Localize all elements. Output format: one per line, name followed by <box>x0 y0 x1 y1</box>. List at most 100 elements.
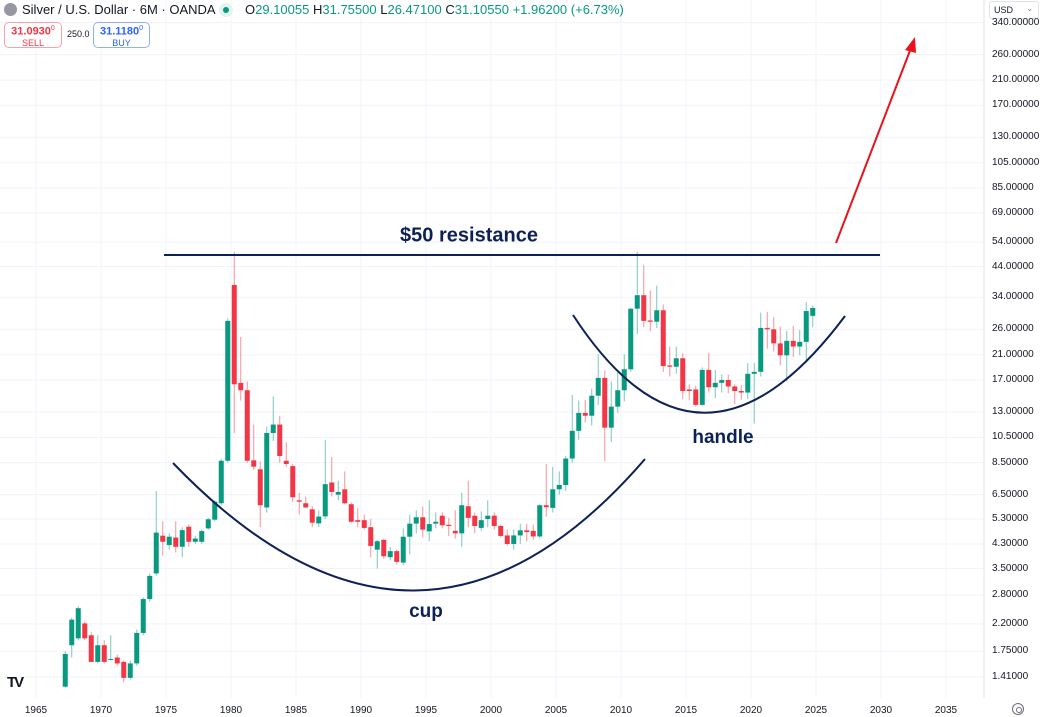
ohlc-readout: O29.10055 H31.75500 L26.47100 C31.10550 … <box>245 2 624 17</box>
candle-up <box>192 535 198 544</box>
candle-down <box>777 326 783 366</box>
candle-body <box>361 520 367 528</box>
candle-up <box>374 539 380 569</box>
candle-body <box>693 389 699 405</box>
candle-up <box>576 400 582 440</box>
x-tick-label: 2000 <box>479 705 503 716</box>
candle-body <box>439 515 445 526</box>
y-tick-label: 105.00000 <box>992 156 1040 168</box>
candle-body <box>88 635 94 662</box>
candle-body <box>563 458 569 485</box>
y-tick-label: 85.00000 <box>992 181 1034 193</box>
candle-down <box>277 415 283 463</box>
open-value: 29.10055 <box>255 2 310 17</box>
candle-up <box>316 510 322 528</box>
candle-body <box>797 341 803 347</box>
candle-up <box>719 374 725 393</box>
candle-up <box>556 471 562 495</box>
candle-body <box>108 658 114 660</box>
x-tick-label: 2035 <box>934 705 958 716</box>
candle-up <box>108 635 114 661</box>
candle-up <box>485 500 491 528</box>
candle-up <box>199 529 205 544</box>
y-tick-label: 44.00000 <box>992 260 1034 272</box>
candle-up <box>511 529 517 550</box>
candle-down <box>641 265 647 328</box>
candle-down <box>465 480 471 528</box>
candle-down <box>498 524 504 538</box>
sell-price-pip: 0 <box>50 25 55 32</box>
candle-up <box>322 439 328 520</box>
candle-body <box>543 505 549 508</box>
candle-body <box>511 535 517 544</box>
candle-up <box>550 466 556 513</box>
candle-body <box>472 515 478 526</box>
candle-down <box>738 385 744 400</box>
candle-down <box>244 381 250 463</box>
currency-dropdown[interactable]: USD ⌄ <box>989 1 1039 19</box>
candle-body <box>114 657 120 664</box>
candle-up <box>179 527 185 558</box>
candle-up <box>589 388 595 426</box>
candle-down <box>732 384 738 405</box>
candles <box>62 251 816 688</box>
candle-up <box>784 330 790 382</box>
candle-body <box>264 433 270 508</box>
candle-down <box>420 506 426 538</box>
candle-up <box>264 426 270 513</box>
candle-down <box>582 399 588 423</box>
candle-up <box>140 597 146 636</box>
candle-up <box>673 346 679 374</box>
candle-up <box>433 512 439 529</box>
candle-body <box>374 541 380 550</box>
y-tick-label: 2.80000 <box>992 589 1029 601</box>
candle-up <box>225 318 231 463</box>
silver-symbol-icon <box>4 3 17 16</box>
high-label: H <box>312 2 323 17</box>
candle-down <box>309 506 315 528</box>
candle-body <box>452 530 458 534</box>
candle-down <box>231 251 237 434</box>
sell-button[interactable]: 31.09300 SELL <box>4 22 62 48</box>
candle-down <box>491 512 497 530</box>
candle-body <box>771 329 777 344</box>
settings-gear-icon[interactable] <box>1012 703 1024 715</box>
candle-body <box>660 310 666 367</box>
candle-body <box>810 307 816 316</box>
handle-arc <box>572 314 846 414</box>
candle-body <box>725 379 731 387</box>
y-tick-label: 8.50000 <box>992 456 1029 468</box>
symbol-title[interactable]: Silver / U.S. Dollar · 6M · OANDA <box>22 2 216 17</box>
candle-up <box>712 369 718 399</box>
candle-up <box>478 511 484 531</box>
buy-price-pip: 0 <box>139 25 144 32</box>
x-tick-label: 1970 <box>89 705 113 716</box>
candle-body <box>712 382 718 388</box>
candle-up <box>387 546 393 561</box>
candle-body <box>342 489 348 504</box>
candle-body <box>803 311 809 342</box>
sell-price: 31.0930 <box>11 25 51 38</box>
candle-body <box>758 327 764 372</box>
candle-up <box>205 517 211 530</box>
resistance-label: $50 resistance <box>400 224 538 247</box>
candle-down <box>686 384 692 400</box>
candle-body <box>69 619 75 646</box>
y-tick-label: 130.00000 <box>992 131 1040 143</box>
candle-body <box>127 663 133 678</box>
candle-body <box>647 320 653 322</box>
x-tick-label: 2005 <box>544 705 568 716</box>
buy-button[interactable]: 31.11800 BUY <box>93 22 150 48</box>
candle-body <box>446 524 452 526</box>
y-tick-label: 26.00000 <box>992 323 1034 335</box>
candle-down <box>680 353 686 399</box>
tradingview-logo[interactable]: TV <box>7 674 24 691</box>
candle-body <box>680 358 686 392</box>
candle-body <box>147 575 153 600</box>
candle-up <box>335 480 341 501</box>
candle-down <box>114 654 120 666</box>
candle-body <box>303 503 309 508</box>
close-value: 31.10550 <box>454 2 509 17</box>
candle-up <box>699 367 705 406</box>
